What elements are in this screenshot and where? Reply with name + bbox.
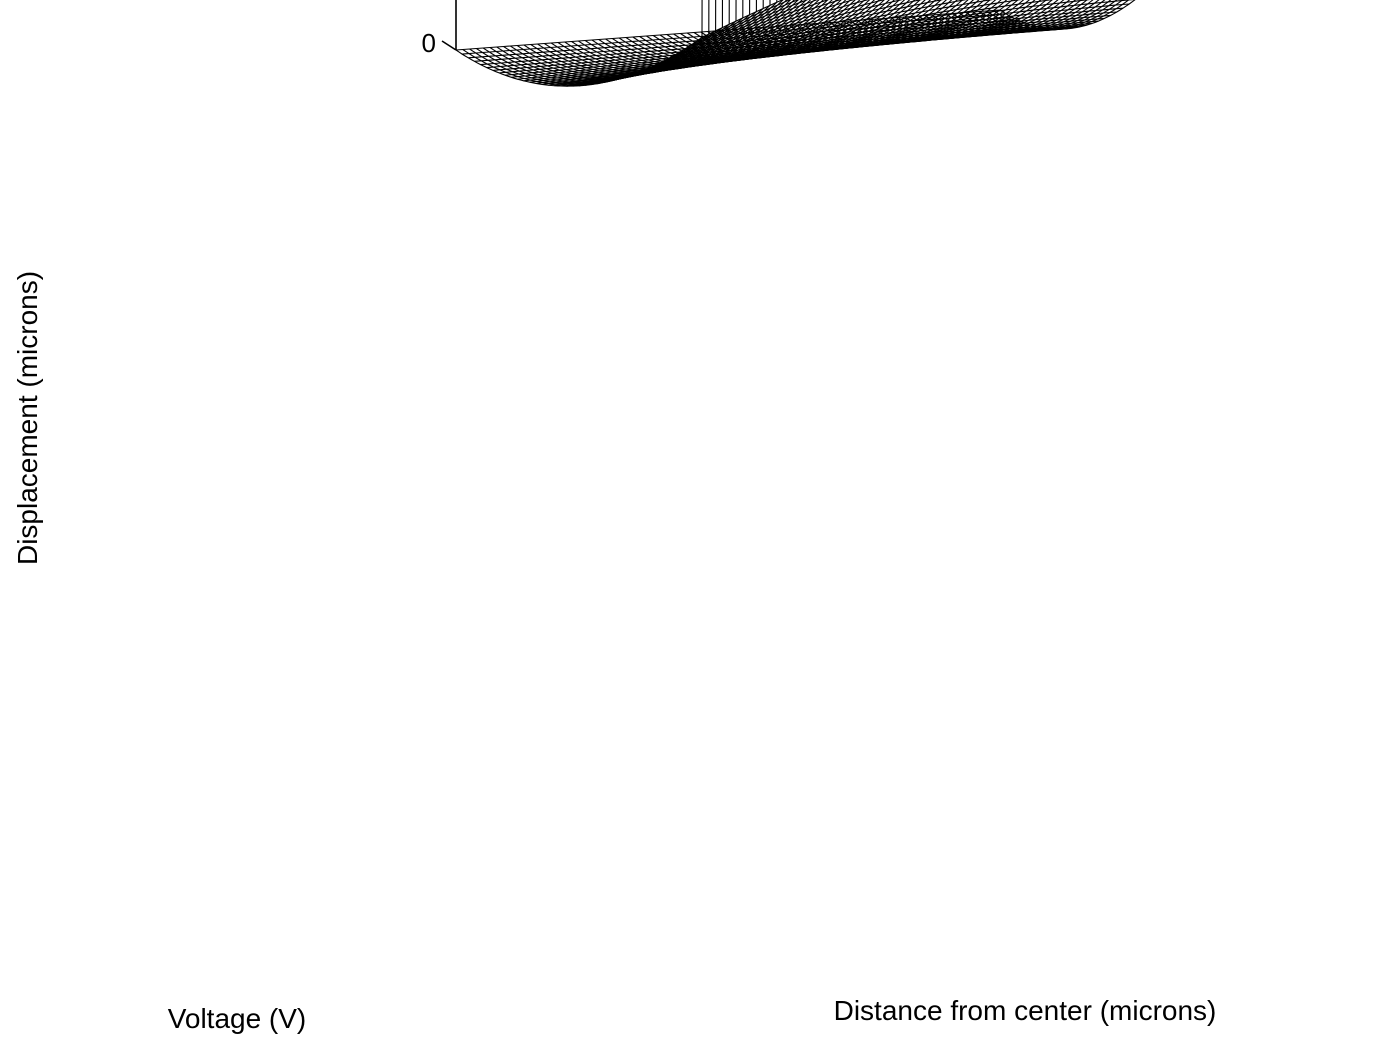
mesh-line-voltage: [634, 0, 923, 75]
mesh-line-voltage: [615, 0, 993, 81]
mesh-line-voltage: [677, 0, 818, 54]
mesh-line-voltage: [628, 0, 944, 77]
mesh-line-voltage: [664, 0, 841, 61]
mesh-line-voltage: [652, 0, 869, 67]
z-tick-label: 0: [422, 28, 436, 58]
mesh-line-voltage: [603, 0, 1054, 84]
mesh-line-voltage: [591, 0, 1136, 86]
voltage-axis-title: Voltage (V): [168, 1003, 307, 1034]
surface-mesh: [455, 0, 1136, 87]
mesh-line-voltage: [640, 0, 903, 73]
distance-axis-title: Distance from center (microns): [834, 995, 1217, 1026]
z-axis-title: Displacement (microns): [12, 271, 43, 565]
mesh-line-voltage: [455, 9, 1001, 51]
z-tick-mark: [441, 40, 457, 51]
mesh-line-voltage: [658, 0, 855, 64]
mesh-line-voltage: [689, 0, 799, 47]
mesh-line-voltage: [646, 0, 885, 70]
mesh-line-voltage: [683, 0, 809, 51]
mesh-line-voltage: [671, 0, 829, 58]
mesh-line-voltage: [695, 0, 791, 43]
mesh-line-voltage: [597, 0, 1091, 85]
mesh-line-voltage: [621, 0, 967, 79]
mesh-line-voltage: [609, 0, 1022, 82]
z-axis-ticks: 0−0.2−0.4−0.6−0.8−1: [422, 28, 457, 58]
